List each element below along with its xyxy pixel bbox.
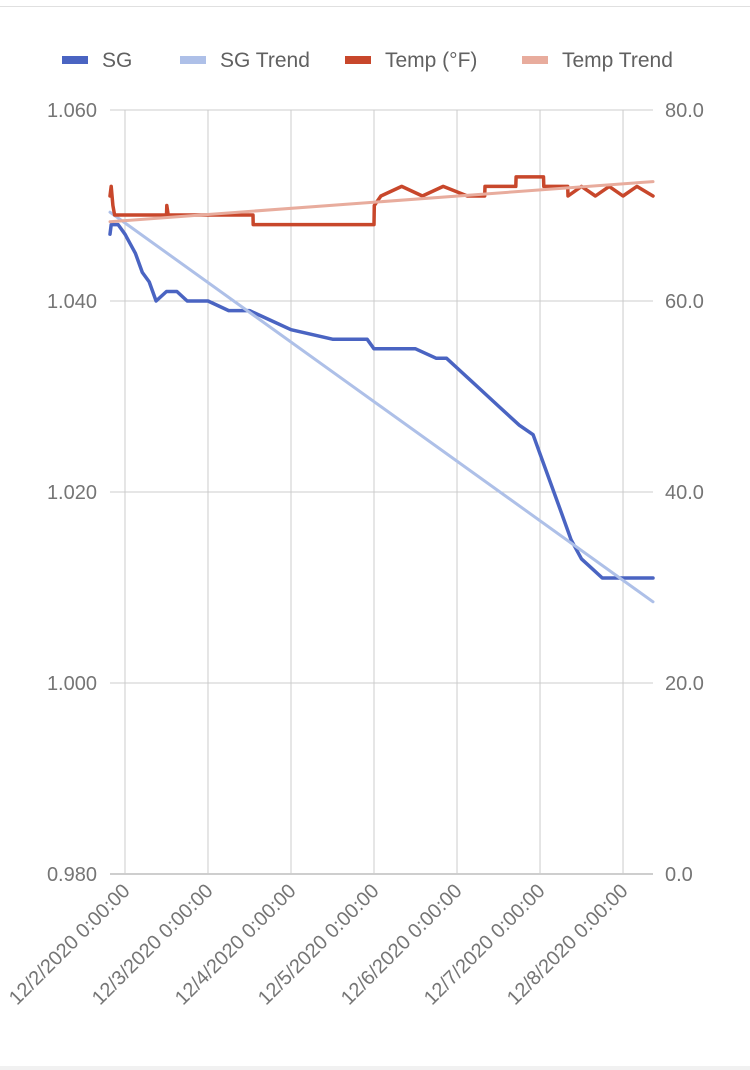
legend-label: SG bbox=[102, 49, 132, 72]
y-right-tick-label: 80.0 bbox=[665, 100, 704, 122]
y-left-tick-label: 1.060 bbox=[47, 100, 97, 122]
series-line-sg-trend bbox=[108, 210, 655, 604]
series-line-temp-trend bbox=[108, 180, 655, 224]
y-left-tick-label: 1.040 bbox=[47, 291, 97, 313]
y-left-tick-label: 0.980 bbox=[47, 864, 97, 886]
legend-label: Temp (°F) bbox=[385, 49, 477, 72]
y-right-tick-label: 40.0 bbox=[665, 482, 704, 504]
legend-swatch bbox=[62, 56, 88, 64]
bottom-divider bbox=[0, 1066, 750, 1070]
legend-swatch bbox=[522, 56, 548, 64]
top-divider bbox=[0, 6, 750, 7]
y-right-tick-label: 20.0 bbox=[665, 673, 704, 695]
y-left-tick-label: 1.020 bbox=[47, 482, 97, 504]
legend-swatch bbox=[345, 56, 371, 64]
legend-swatch bbox=[180, 56, 206, 64]
y-left-tick-label: 1.000 bbox=[47, 673, 97, 695]
y-right-tick-label: 0.0 bbox=[665, 864, 693, 886]
series-line-sg bbox=[108, 222, 655, 580]
legend-label: Temp Trend bbox=[562, 49, 673, 72]
y-right-tick-label: 60.0 bbox=[665, 291, 704, 313]
legend-label: SG Trend bbox=[220, 49, 310, 72]
